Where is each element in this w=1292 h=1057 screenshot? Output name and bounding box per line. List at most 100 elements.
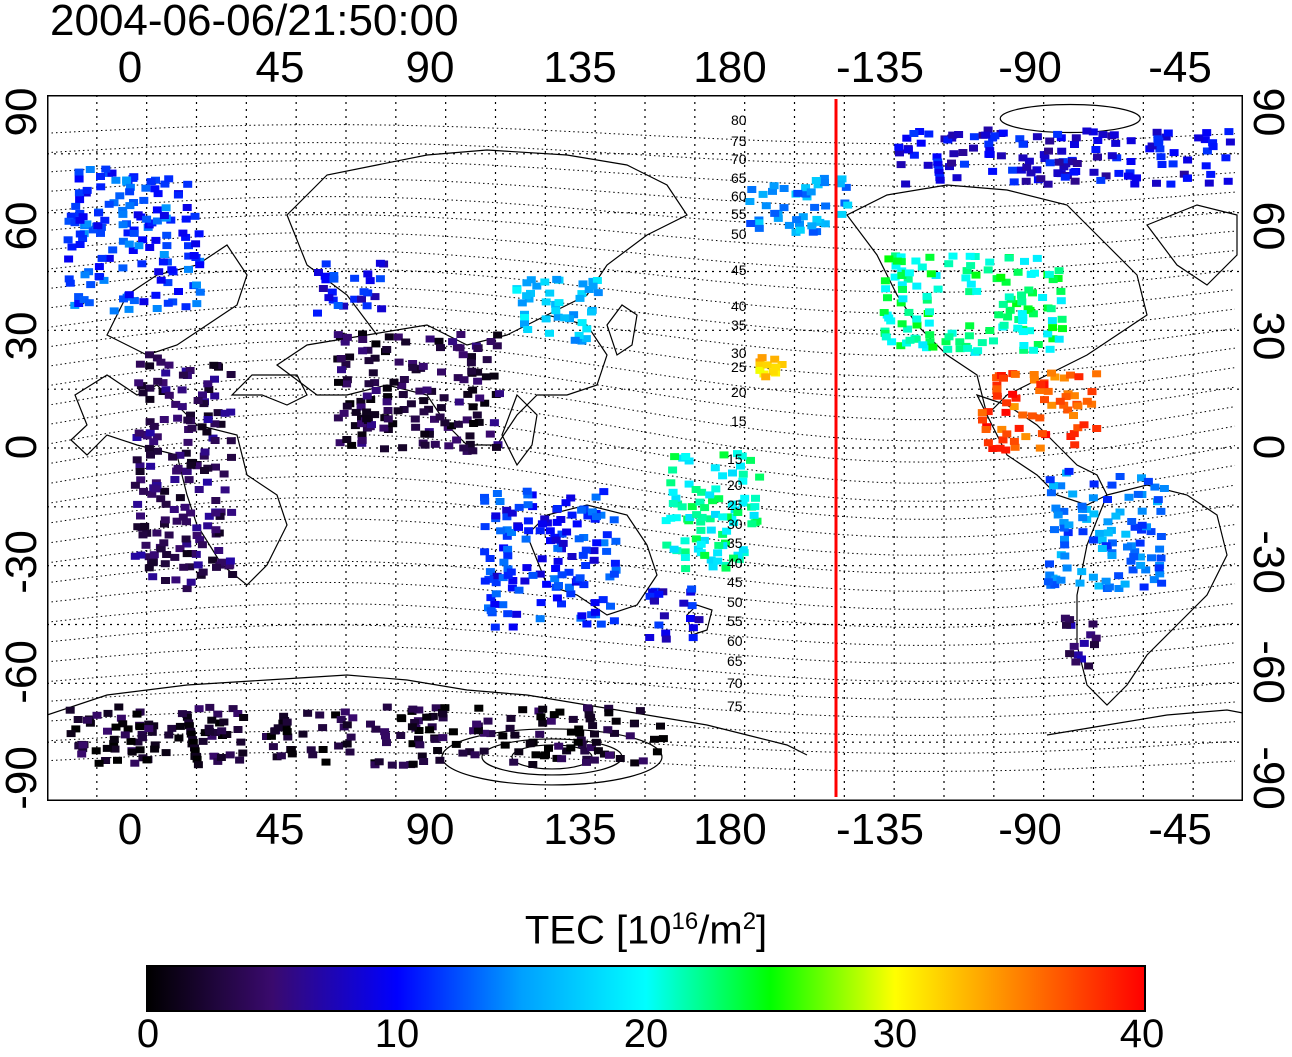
tec-cell: [1101, 577, 1111, 585]
tec-cell: [485, 568, 495, 576]
x-tick-bottom: 90: [405, 805, 455, 854]
tec-cell: [1004, 293, 1014, 301]
y-tick-right: 30: [1244, 311, 1292, 361]
tec-cell: [500, 741, 510, 749]
tec-cell: [554, 742, 564, 750]
tec-cell: [180, 503, 190, 511]
tec-cell: [554, 582, 563, 589]
tec-cell: [1045, 345, 1055, 353]
tec-cell: [721, 564, 731, 572]
tec-cell: [1133, 490, 1143, 498]
tec-cell: [334, 742, 344, 750]
tec-cell: [161, 369, 171, 377]
tec-cell: [213, 757, 223, 765]
tec-cell: [1073, 424, 1083, 432]
tec-cell: [345, 748, 355, 756]
tec-cell: [287, 750, 297, 758]
tec-cell: [1002, 430, 1012, 438]
tec-cell: [393, 407, 403, 415]
contour-line: [47, 624, 1236, 664]
tec-cell: [575, 729, 585, 737]
tec-cell: [347, 441, 357, 449]
tec-cell: [362, 415, 372, 423]
tec-cell: [545, 329, 554, 337]
tec-cell: [186, 461, 196, 469]
tec-cell: [722, 527, 732, 535]
tec-cell: [175, 722, 185, 730]
tec-cell: [813, 181, 823, 189]
tec-cell: [1126, 137, 1136, 145]
tec-cell: [520, 314, 530, 321]
tec-cell: [977, 409, 987, 417]
tec-cell: [63, 236, 73, 244]
tec-cell: [164, 391, 174, 399]
tec-cell: [351, 408, 361, 416]
tec-cell: [1032, 254, 1042, 262]
tec-cell: [1123, 543, 1132, 551]
tec-cell: [74, 293, 84, 301]
tec-cell: [181, 449, 191, 457]
tec-cell: [697, 488, 707, 496]
tec-cell: [1044, 147, 1053, 155]
tec-cell: [1137, 526, 1146, 534]
tec-cell: [331, 711, 341, 719]
tec-cell: [896, 161, 906, 169]
tec-cell: [139, 487, 149, 495]
tec-cell: [107, 169, 117, 177]
tec-cell: [466, 359, 476, 367]
tec-cell: [268, 743, 278, 751]
y-tick-right: -30: [1244, 530, 1292, 594]
tec-cell: [1036, 381, 1046, 388]
tec-cell: [492, 342, 502, 350]
tec-cell: [714, 495, 724, 503]
tec-cell: [473, 377, 483, 385]
tec-cell: [1090, 641, 1099, 649]
tec-cell: [357, 295, 366, 303]
tec-cell: [146, 462, 156, 470]
tec-cell: [468, 403, 478, 411]
tec-cell: [948, 131, 958, 139]
tec-cell: [952, 174, 962, 182]
contour-line: [47, 160, 1236, 187]
tec-cell: [1124, 172, 1133, 180]
tec-cell: [892, 257, 902, 265]
tec-cell: [190, 747, 200, 755]
tec-cell: [73, 716, 83, 723]
tec-cell: [553, 557, 563, 565]
tec-cell: [1208, 143, 1218, 151]
tec-cell: [998, 129, 1008, 137]
tec-cell: [419, 758, 429, 765]
tec-cell: [671, 514, 681, 522]
tec-cell: [745, 198, 755, 205]
tec-cell: [1073, 402, 1083, 410]
tec-cell: [262, 733, 271, 740]
tec-cell: [279, 712, 289, 720]
x-tick-bottom: 180: [693, 805, 767, 854]
tec-cell: [203, 380, 213, 388]
tec-cell: [298, 730, 308, 738]
tec-cell: [190, 212, 200, 220]
tec-cell: [444, 442, 454, 450]
tec-cell: [417, 752, 427, 760]
tec-cell: [562, 528, 572, 536]
tec-cell: [472, 411, 482, 419]
tec-cell: [491, 579, 501, 587]
tec-cell: [931, 272, 941, 279]
tec-cell: [418, 362, 428, 370]
tec-cell: [160, 487, 170, 495]
tec-cell: [1048, 324, 1058, 332]
tec-cell: [887, 338, 897, 346]
tec-cell: [438, 714, 448, 722]
contour-line: [47, 232, 1236, 272]
tec-cell: [1019, 342, 1029, 349]
tec-cell: [104, 254, 114, 262]
tec-cell: [694, 616, 704, 624]
tec-cell: [771, 363, 781, 371]
tec-cell: [96, 183, 106, 191]
tec-cell: [182, 550, 192, 558]
tec-cell: [1129, 553, 1139, 561]
plot-timestamp-title: 2004-06-06/21:50:00: [50, 0, 459, 45]
tec-cell: [535, 730, 545, 738]
tec-cell: [144, 720, 154, 728]
tec-cell: [492, 443, 501, 451]
